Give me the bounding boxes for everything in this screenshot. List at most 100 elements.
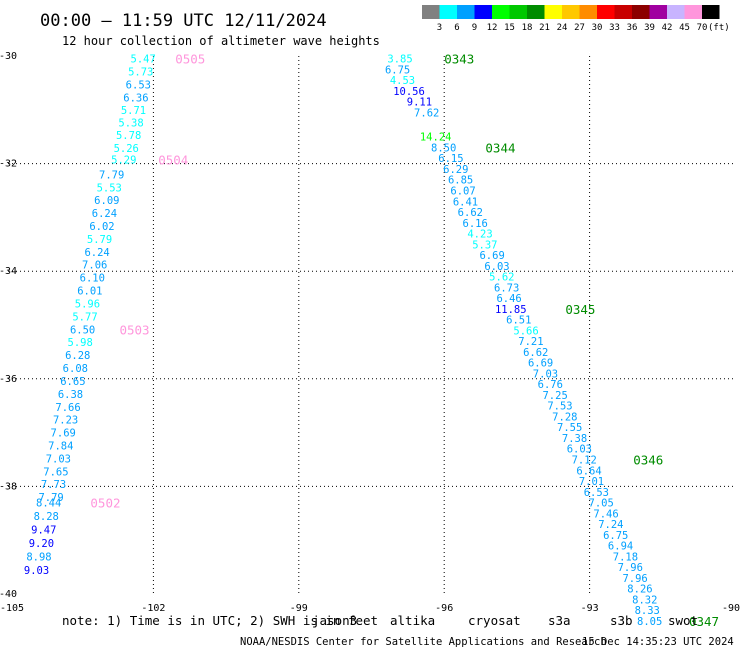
- wave-height-value: 7.01: [579, 476, 604, 488]
- plot-grid: [8, 56, 735, 594]
- footer-credit: NOAA/NESDIS Center for Satellite Applica…: [240, 636, 607, 648]
- wave-height-value: 7.53: [547, 401, 572, 413]
- wave-height-value: 7.18: [613, 551, 638, 563]
- wave-height-value: 5.62: [489, 272, 514, 284]
- pass-label: 0343: [444, 52, 474, 67]
- wave-height-value: 6.69: [528, 358, 553, 370]
- legend-tick-label: 24: [557, 23, 568, 33]
- wave-height-value: 5.66: [513, 325, 538, 337]
- x-tick-label: -105: [0, 603, 24, 614]
- legend-swatch: [684, 5, 702, 19]
- legend-swatch: [492, 5, 510, 19]
- wave-height-value: 7.69: [51, 428, 76, 440]
- legend-tick-label: 21: [539, 23, 550, 33]
- wave-height-value: 8.33: [635, 605, 660, 617]
- wave-height-value: 6.02: [89, 221, 114, 233]
- pass-label: 0503: [119, 322, 149, 337]
- wave-height-value: 5.79: [87, 234, 112, 246]
- pass-label: 0505: [175, 52, 205, 67]
- legend-tick-label: 12: [487, 23, 498, 33]
- legend-tick-label: 30: [592, 23, 603, 33]
- wave-height-value: 7.24: [598, 519, 623, 531]
- wave-height-value: 5.71: [121, 105, 146, 117]
- wave-height-value: 7.79: [38, 492, 63, 504]
- wave-height-value: 6.03: [484, 261, 509, 273]
- legend-tick-label: 70: [697, 23, 708, 33]
- pass-label: 0344: [485, 140, 515, 155]
- legend-swatch: [527, 5, 545, 19]
- pass-label: 0502: [90, 496, 120, 511]
- wave-height-value: 6.75: [603, 530, 628, 542]
- wave-height-value: 7.96: [618, 562, 643, 574]
- wave-height-value: 5.37: [472, 239, 497, 251]
- wave-height-value: 7.79: [99, 169, 124, 181]
- wave-height-value: 7.38: [562, 433, 587, 445]
- wave-height-value: 6.01: [77, 286, 102, 298]
- wave-height-value: 7.06: [82, 260, 107, 272]
- wave-height-value: 7.62: [414, 107, 439, 119]
- wave-height-value: 4.23: [467, 229, 492, 241]
- wave-height-value: 8.26: [627, 584, 652, 596]
- legend-swatch: [614, 5, 632, 19]
- wave-height-value: 8.44: [36, 498, 61, 510]
- legend-swatch: [562, 5, 580, 19]
- wave-height-value: 3.85: [387, 54, 412, 66]
- wave-height-value: 10.56: [393, 86, 425, 98]
- wave-height-value: 6.29: [443, 164, 468, 176]
- wave-height-value: 6.69: [479, 250, 504, 262]
- wave-height-value: 11.85: [495, 304, 527, 316]
- x-tick-label: -93: [581, 603, 599, 614]
- legend-tick-label: 45: [679, 23, 690, 33]
- wave-height-value: 4.53: [390, 75, 415, 87]
- wave-height-value: 5.96: [75, 298, 100, 310]
- wave-height-value: 5.53: [97, 182, 122, 194]
- legend-swatch: [702, 5, 720, 19]
- legend-swatch: [579, 5, 597, 19]
- legend-unit: (ft): [708, 23, 730, 33]
- wave-height-value: 5.78: [116, 130, 141, 142]
- x-tick-label: -102: [141, 603, 165, 614]
- note-text: note: 1) Time is in UTC; 2) SWH is in fe…: [62, 613, 378, 628]
- satellite-name: swot: [668, 613, 698, 628]
- wave-height-value: 6.09: [94, 195, 119, 207]
- wave-height-value: 8.32: [632, 594, 657, 606]
- wave-height-value: 8.50: [431, 142, 456, 154]
- wave-height-value: 6.85: [448, 175, 473, 187]
- wave-height-value: 6.50: [70, 324, 95, 336]
- wave-height-value: 9.11: [407, 97, 432, 109]
- wave-height-value: 14.24: [420, 132, 452, 144]
- legend-tick-label: 33: [609, 23, 620, 33]
- x-tick-label: -99: [290, 603, 308, 614]
- wave-height-value: 7.66: [55, 402, 80, 414]
- wave-height-value: 7.96: [622, 573, 647, 585]
- wave-height-value: 7.46: [593, 508, 618, 520]
- wave-height-value: 6.64: [576, 465, 601, 477]
- wave-height-value: 5.73: [128, 67, 153, 79]
- satellite-name: cryosat: [468, 613, 521, 628]
- wave-height-points: 5.475.736.536.365.715.385.785.265.297.79…: [24, 54, 662, 628]
- wave-height-value: 7.65: [43, 466, 68, 478]
- legend-tick-label: 42: [662, 23, 673, 33]
- wave-height-value: 6.94: [608, 541, 633, 553]
- wave-height-value: 7.12: [572, 455, 597, 467]
- wave-height-value: 6.07: [450, 186, 475, 198]
- wave-height-value: 5.29: [111, 154, 136, 166]
- wave-height-value: 6.73: [494, 282, 519, 294]
- legend-swatch: [474, 5, 492, 19]
- wave-height-value: 6.53: [584, 487, 609, 499]
- legend-tick-label: 15: [504, 23, 515, 33]
- y-tick-label: -30: [0, 51, 17, 62]
- legend-tick-label: 6: [454, 23, 459, 33]
- wave-height-value: 5.77: [72, 311, 97, 323]
- wave-height-value: 6.76: [538, 379, 563, 391]
- x-tick-label: -96: [435, 603, 453, 614]
- wave-height-value: 5.38: [118, 118, 143, 130]
- y-tick-label: -36: [0, 374, 17, 385]
- legend-tick-label: 3: [437, 23, 442, 33]
- wave-height-value: 7.73: [41, 479, 66, 491]
- satellite-name: jason3: [312, 613, 357, 628]
- wave-height-value: 6.46: [496, 293, 521, 305]
- wave-height-value: 7.84: [48, 441, 73, 453]
- legend-swatch: [509, 5, 527, 19]
